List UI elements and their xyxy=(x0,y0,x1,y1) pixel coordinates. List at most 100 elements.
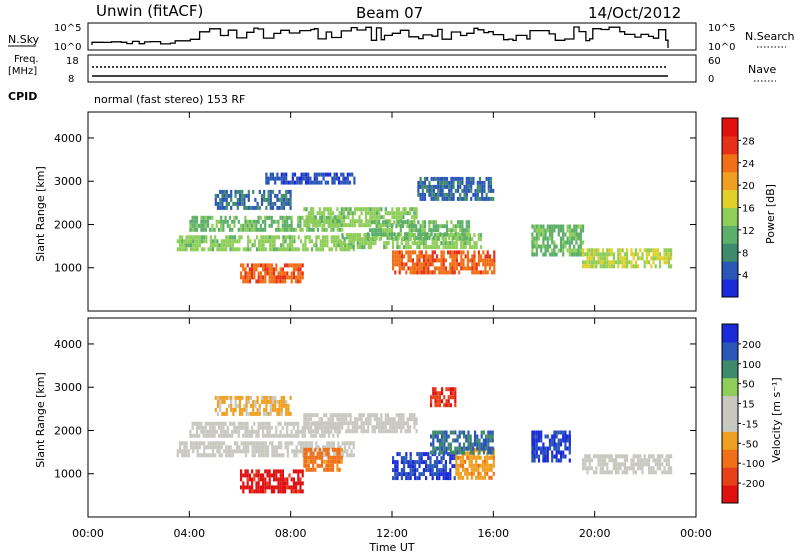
velocity-cell-11 xyxy=(267,399,270,404)
power-cell-8 xyxy=(478,180,482,185)
velocity-cell-4 xyxy=(400,421,403,426)
power-cell-8 xyxy=(459,180,462,185)
velocity-cell-4 xyxy=(415,421,418,426)
velocity-cell-4 xyxy=(375,421,379,426)
power-cell-1 xyxy=(228,223,232,228)
velocity-cell-10 xyxy=(610,470,613,475)
power-cell-0 xyxy=(194,235,197,240)
velocity-cell-7 xyxy=(434,434,437,439)
velocity-cell-0 xyxy=(295,445,298,450)
power-cell-9 xyxy=(313,180,316,185)
velocity-cell-4 xyxy=(353,421,357,426)
power-cell-8 xyxy=(419,196,422,201)
power-cell-9 xyxy=(269,176,272,181)
velocity-cell-0 xyxy=(214,445,217,450)
power-cell-0 xyxy=(227,235,230,240)
velocity-cell-3 xyxy=(329,463,332,468)
velocity-cell-0 xyxy=(315,445,318,450)
power-cell-5 xyxy=(341,241,344,246)
power-cell-8 xyxy=(476,180,479,185)
power-cell-11 xyxy=(590,264,593,269)
velocity-cell-7 xyxy=(469,438,472,443)
velocity-cell-1 xyxy=(286,429,289,434)
velocity-cell-0 xyxy=(218,449,221,454)
power-cell-11 xyxy=(670,252,673,257)
velocity-cell-7 xyxy=(432,446,435,451)
power-cell-0 xyxy=(258,247,261,252)
power-cell-0 xyxy=(189,239,193,244)
velocity-cell-10 xyxy=(621,454,624,459)
power-cell-0 xyxy=(253,243,256,248)
velocity-cell-7 xyxy=(463,434,466,439)
power-cell-10 xyxy=(551,236,554,241)
velocity-cell-7 xyxy=(491,438,494,443)
power-cell-0 xyxy=(236,239,239,244)
power-cell-2 xyxy=(295,267,298,272)
power-cell-0 xyxy=(200,247,204,252)
power-cell-8 xyxy=(445,192,449,197)
velocity-cell-4 xyxy=(356,429,359,434)
power-cell-7 xyxy=(452,236,455,241)
velocity-cell-0 xyxy=(324,453,327,458)
power-cell-1 xyxy=(257,227,260,232)
velocity-cell-1 xyxy=(237,421,240,426)
velocity-cell-0 xyxy=(260,453,263,458)
velocity-cell-0 xyxy=(326,445,329,450)
power-cell-1 xyxy=(220,219,223,224)
velocity-cell-2 xyxy=(257,473,260,478)
velocity-cell-9 xyxy=(564,430,567,435)
velocity-cell-4 xyxy=(342,421,346,426)
velocity-cell-7 xyxy=(476,438,479,443)
velocity-cell-0 xyxy=(341,441,344,446)
velocity-cell-3 xyxy=(329,459,332,464)
power-cell-11 xyxy=(667,256,670,261)
power-cell-11 xyxy=(643,248,646,253)
velocity-cell-4 xyxy=(325,425,328,430)
velocity-cell-0 xyxy=(348,445,351,450)
power-cell-9 xyxy=(309,176,312,181)
power-cell-0 xyxy=(176,247,179,252)
power-cell-3 xyxy=(238,201,242,206)
velocity-cell-5 xyxy=(438,472,441,477)
power-cell-11 xyxy=(584,260,587,265)
velocity-cell-0 xyxy=(251,453,254,458)
velocity-cell-9 xyxy=(557,458,560,463)
power-cell-6 xyxy=(477,270,480,275)
power-cell-0 xyxy=(233,235,237,240)
velocity-cell-2 xyxy=(301,469,304,474)
velocity-cell-0 xyxy=(321,445,325,450)
velocity-cell-0 xyxy=(218,445,221,450)
velocity-cell-11 xyxy=(276,407,279,412)
power-cell-3 xyxy=(219,189,222,194)
velocity-cell-1 xyxy=(275,429,278,434)
power-cell-5 xyxy=(431,237,434,242)
velocity-cell-1 xyxy=(270,425,273,430)
velocity-cell-0 xyxy=(332,453,336,458)
velocity-cell-9 xyxy=(566,438,569,443)
velocity-cell-3 xyxy=(340,455,343,460)
power-cell-7 xyxy=(432,220,435,225)
velocity-cell-11 xyxy=(263,411,266,416)
power-cell-2 xyxy=(295,279,298,284)
power-cell-3 xyxy=(274,201,277,206)
power-cell-1 xyxy=(257,215,260,220)
velocity-cell-2 xyxy=(259,485,262,490)
power-cell-6 xyxy=(398,258,401,263)
velocity-cell-5 xyxy=(444,472,447,477)
power-cell-0 xyxy=(350,235,353,240)
velocity-cell-4 xyxy=(391,429,394,434)
velocity-cell-6 xyxy=(466,455,469,460)
velocity-cell-1 xyxy=(239,421,243,426)
velocity-cell-7 xyxy=(449,442,452,447)
velocity-cell-6 xyxy=(477,467,480,472)
velocity-cell-3 xyxy=(334,447,337,452)
power-cell-2 xyxy=(301,263,304,268)
power-cell-7 xyxy=(419,236,422,241)
power-cell-8 xyxy=(463,184,466,189)
power-cell-4 xyxy=(400,215,403,220)
velocity-cell-0 xyxy=(211,445,215,450)
velocity-cell-11 xyxy=(263,399,266,404)
power-cell-5 xyxy=(471,245,474,250)
velocity-cell-4 xyxy=(400,425,403,430)
velocity-cell-11 xyxy=(238,411,242,416)
